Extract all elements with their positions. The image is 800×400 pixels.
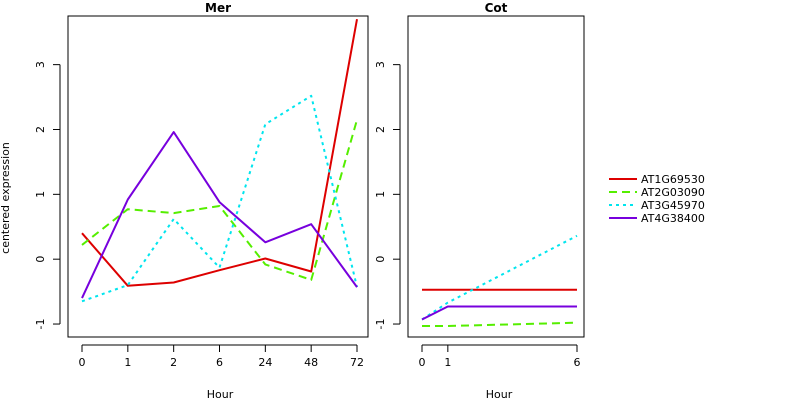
panel-title-cot: Cot	[485, 1, 508, 15]
y-tick-label-mer: 1	[34, 191, 47, 198]
x-tick-label-mer: 48	[304, 356, 318, 369]
y-tick-label-cot: 2	[374, 126, 387, 133]
y-tick-label-cot: 0	[374, 256, 387, 263]
plot-frame-cot	[407, 15, 585, 338]
series-line-at2g03090	[422, 321, 578, 327]
legend-label: AT4G38400	[641, 212, 705, 225]
y-tick-label-mer: 2	[34, 126, 47, 133]
series-line-at4g38400	[81, 131, 358, 299]
legend-label: AT1G69530	[641, 173, 705, 186]
plot-frame-mer	[67, 15, 369, 338]
y-tick-label-cot: 3	[374, 61, 387, 68]
x-axis-label-mer: Hour	[207, 388, 234, 400]
legend-label: AT3G45970	[641, 199, 705, 212]
x-tick-label-mer: 24	[258, 356, 272, 369]
x-tick-label-mer: 2	[170, 356, 177, 369]
panel-mer: Mer Hour 0 1 2 6 24 48 72 -1 0 1 2 3	[34, 1, 369, 400]
y-tick-label-mer: 0	[34, 256, 47, 263]
x-tick-label-mer: 0	[79, 356, 86, 369]
x-tick-label-mer: 6	[216, 356, 223, 369]
legend-label: AT2G03090	[641, 186, 705, 199]
series-lines-cot	[421, 234, 578, 327]
series-line-at1g69530	[81, 19, 358, 287]
x-tick-label-cot: 1	[444, 356, 451, 369]
x-axis-label-cot: Hour	[486, 388, 513, 400]
panel-cot: Cot Hour 0 1 6 -1 0 1 2 3	[374, 1, 585, 400]
ticks-cot: 0 1 6 -1 0 1 2 3	[374, 61, 581, 369]
ticks-mer: 0 1 2 6 24 48 72 -1 0 1 2 3	[34, 61, 364, 369]
series-lines-mer	[81, 19, 358, 303]
y-tick-label-cot: -1	[374, 319, 387, 330]
y-tick-label-mer: -1	[34, 319, 47, 330]
series-line-at3g45970	[81, 94, 358, 303]
series-line-at4g38400	[421, 305, 577, 321]
y-axis-label: centered expression	[0, 142, 12, 254]
x-tick-label-cot: 6	[574, 356, 581, 369]
x-tick-label-mer: 72	[350, 356, 364, 369]
y-tick-label-cot: 1	[374, 191, 387, 198]
x-tick-label-mer: 1	[124, 356, 131, 369]
x-tick-label-cot: 0	[419, 356, 426, 369]
series-line-at2g03090	[81, 119, 358, 281]
y-tick-label-mer: 3	[34, 61, 47, 68]
panel-title-mer: Mer	[205, 1, 231, 15]
series-line-at3g45970	[421, 234, 578, 321]
